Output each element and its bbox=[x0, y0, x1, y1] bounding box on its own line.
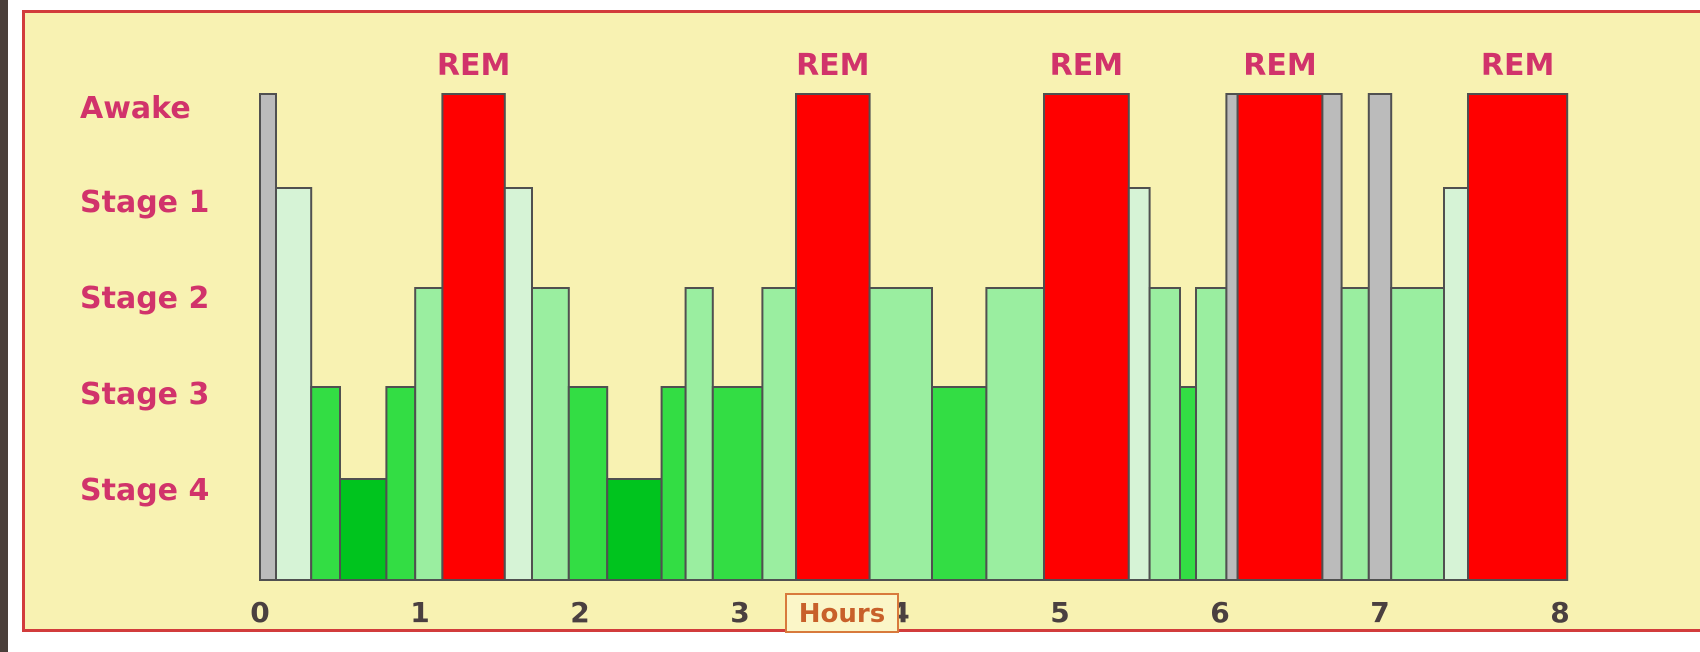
bar-stage-3-22 bbox=[1179, 386, 1197, 581]
bar-stage-2-27 bbox=[1340, 287, 1370, 581]
rem-label-4: REM bbox=[1243, 48, 1316, 83]
stage-bars bbox=[259, 93, 1569, 581]
x-axis-label: Hours bbox=[785, 593, 899, 633]
x-tick-8: 8 bbox=[1550, 596, 1569, 629]
bar-stage-2-18 bbox=[985, 287, 1046, 581]
bar-stage-2-21 bbox=[1148, 287, 1181, 581]
bar-stage-2-5 bbox=[414, 287, 444, 581]
bar-rem-19 bbox=[1043, 93, 1130, 581]
x-tick-7: 7 bbox=[1370, 596, 1389, 629]
x-tick-0: 0 bbox=[250, 596, 269, 629]
rem-label-2: REM bbox=[796, 48, 869, 83]
y-axis-labels: Awake Stage 1 Stage 2 Stage 3 Stage 4 bbox=[80, 91, 209, 508]
x-axis-label-text: Hours bbox=[799, 599, 885, 629]
rem-label-1: REM bbox=[437, 48, 510, 83]
bar-rem-25 bbox=[1236, 93, 1324, 581]
bar-stage-1-30 bbox=[1443, 187, 1469, 581]
bar-stage-2-8 bbox=[531, 287, 570, 581]
y-label-awake: Awake bbox=[80, 91, 191, 126]
bar-stage-2-12 bbox=[684, 287, 714, 581]
bar-awake-26 bbox=[1321, 93, 1343, 581]
rem-label-5: REM bbox=[1481, 48, 1554, 83]
bar-stage-3-2 bbox=[310, 386, 342, 581]
rem-label-3: REM bbox=[1050, 48, 1123, 83]
bar-stage-2-23 bbox=[1195, 287, 1228, 581]
bar-awake-0 bbox=[259, 93, 277, 581]
bar-stage-1-20 bbox=[1127, 187, 1151, 581]
x-tick-5: 5 bbox=[1050, 596, 1069, 629]
bar-stage-3-17 bbox=[931, 386, 988, 581]
y-label-stage-4: Stage 4 bbox=[80, 473, 209, 508]
y-label-stage-2: Stage 2 bbox=[80, 281, 209, 316]
bar-awake-28 bbox=[1367, 93, 1393, 581]
bar-stage-2-16 bbox=[868, 287, 933, 581]
bar-stage-3-9 bbox=[567, 386, 609, 581]
y-label-stage-1: Stage 1 bbox=[80, 185, 209, 220]
bar-stage-1-1 bbox=[275, 187, 313, 581]
bar-rem-31 bbox=[1467, 93, 1569, 581]
x-axis-label-box bbox=[785, 593, 899, 633]
bar-rem-15 bbox=[795, 93, 871, 581]
x-tick-3: 3 bbox=[730, 596, 749, 629]
bar-stage-3-11 bbox=[660, 386, 687, 581]
bar-stage-3-13 bbox=[711, 386, 764, 581]
bar-stage-3-4 bbox=[385, 386, 417, 581]
x-tick-6: 6 bbox=[1210, 596, 1229, 629]
bar-stage-4-3 bbox=[339, 478, 388, 581]
x-tick-1: 1 bbox=[410, 596, 429, 629]
bar-rem-6 bbox=[441, 93, 506, 581]
bar-stage-2-29 bbox=[1390, 287, 1445, 581]
x-tick-2: 2 bbox=[570, 596, 589, 629]
bar-stage-2-14 bbox=[761, 287, 798, 581]
bar-awake-24 bbox=[1225, 93, 1239, 581]
y-label-stage-3: Stage 3 bbox=[80, 377, 209, 412]
bar-stage-1-7 bbox=[503, 187, 533, 581]
bar-stage-4-10 bbox=[606, 478, 663, 581]
rem-labels: REM REM REM REM REM bbox=[437, 48, 1554, 83]
